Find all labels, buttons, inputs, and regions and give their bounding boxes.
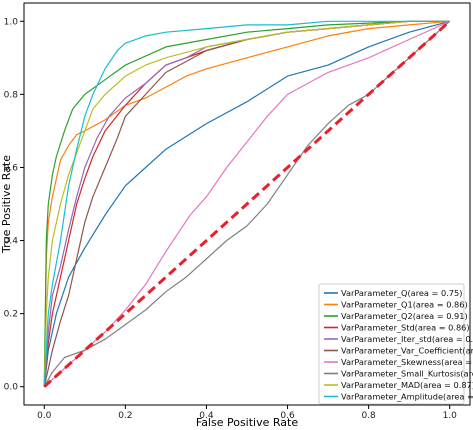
chance-diagonal-line [43,20,451,388]
y-tick-label: 0.8 [4,90,19,100]
legend-frame [318,283,465,405]
legend-entry-label: VarParameter_Iter_std(area = 0.87) [341,334,473,344]
y-tick-label: 0.4 [4,237,19,247]
roc-series-line-2 [43,20,450,387]
y-tick-label: 1.0 [4,17,19,27]
x-tick-label: 0.4 [199,411,214,421]
legend-entry-label: VarParameter_Std(area = 0.86) [341,323,470,333]
legend-entry-label: VarParameter_MAD(area = 0.87) [341,380,473,390]
x-axis-label: False Positive Rate [196,416,298,429]
legend-entry-label: VarParameter_Small_Kurtosis(area = 0.55) [341,369,473,379]
x-tick-label: 0.6 [280,411,295,421]
y-tick-label: 0.6 [4,163,19,173]
legend-entry-label: VarParameter_Q1(area = 0.86) [341,300,468,310]
y-tick-label: 0.0 [4,383,19,393]
x-tick-label: 0.0 [37,411,52,421]
legend-entry-label: VarParameter_Var_Coefficient(area = 0.83… [341,346,473,356]
x-tick-label: 0.8 [361,411,376,421]
y-axis-label: True Positive Rate [0,155,13,254]
legend-entry-label: VarParameter_Q2(area = 0.91) [341,311,468,321]
legend: VarParameter_Q(area = 0.75) VarParameter_… [318,283,473,405]
roc-series-line-9 [43,20,450,387]
roc-series-line-10 [43,20,450,387]
legend-entry-label: VarParameter_Skewness(area = 0.65) [341,357,473,367]
legend-entry-label: VarParameter_Amplitude(area = 0.88) [341,392,473,402]
legend-entry-label: VarParameter_Q(area = 0.75) [341,288,462,298]
y-tick-label: 0.2 [4,310,18,320]
roc-series-line-1 [43,20,450,387]
x-tick-label: 1.0 [443,411,458,421]
roc-series-line-3 [43,20,450,387]
x-tick-label: 0.2 [118,411,132,421]
